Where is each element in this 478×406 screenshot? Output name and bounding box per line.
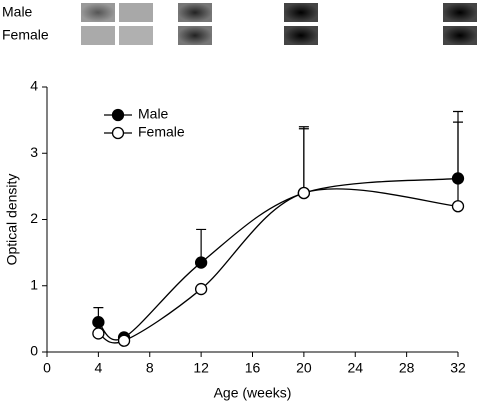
blot-panel: Male Female — [2, 3, 477, 45]
x-tick-label: 4 — [94, 360, 102, 376]
x-tick-label: 28 — [399, 360, 415, 376]
blot-band — [178, 3, 212, 22]
blot-band — [284, 26, 318, 45]
y-tick-label: 1 — [30, 276, 38, 292]
line — [98, 188, 459, 344]
error-bar — [298, 128, 309, 193]
x-tick-label: 16 — [245, 360, 261, 376]
marker — [194, 282, 208, 296]
x-tick-label: 20 — [296, 360, 312, 376]
blot-band — [119, 3, 153, 22]
blot-row-label: Male — [2, 4, 33, 20]
marker — [194, 256, 208, 269]
x-tick-label: 32 — [450, 360, 466, 376]
x-tick-label: 24 — [347, 360, 363, 376]
error-bar — [453, 121, 463, 207]
legend-marker — [111, 108, 125, 122]
blot-band — [81, 26, 115, 45]
marker — [92, 327, 105, 340]
blot-band — [81, 3, 115, 22]
blot-row-label: Female — [2, 27, 49, 43]
x-tick-label: 12 — [193, 360, 209, 376]
blot-band — [119, 26, 153, 45]
blot-band — [443, 26, 477, 45]
legend-marker — [111, 126, 125, 140]
y-tick-label: 2 — [30, 210, 38, 226]
marker — [451, 172, 465, 185]
blot-band — [284, 3, 318, 22]
x-tick-label: 0 — [43, 360, 51, 376]
marker — [451, 200, 465, 213]
line — [97, 177, 459, 341]
x-tick-label: 8 — [146, 360, 154, 376]
y-tick-label: 3 — [30, 144, 38, 160]
marker — [297, 186, 311, 200]
y-axis-label: Optical density — [4, 174, 20, 266]
blot-band — [443, 3, 477, 22]
legend-label: Female — [138, 124, 185, 140]
marker — [92, 316, 105, 329]
blot-band — [178, 26, 212, 45]
y-tick-label: 0 — [30, 343, 38, 359]
marker — [117, 334, 131, 347]
legend-label: Male — [138, 106, 169, 122]
y-tick-label: 4 — [30, 78, 38, 94]
x-axis-label: Age (weeks) — [214, 385, 292, 401]
